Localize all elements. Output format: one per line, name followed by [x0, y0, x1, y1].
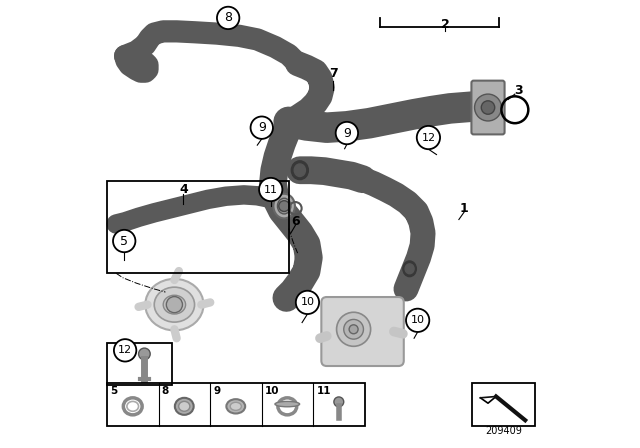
Bar: [108, 343, 172, 385]
Circle shape: [481, 101, 495, 114]
Bar: [108, 181, 289, 273]
Text: 12: 12: [113, 346, 129, 356]
Ellipse shape: [154, 287, 195, 322]
Ellipse shape: [227, 399, 245, 414]
Ellipse shape: [294, 164, 305, 177]
Ellipse shape: [278, 198, 291, 214]
Circle shape: [406, 309, 429, 332]
Text: 4: 4: [179, 183, 188, 197]
Circle shape: [279, 201, 289, 211]
Circle shape: [337, 312, 371, 346]
Circle shape: [217, 7, 239, 29]
Circle shape: [259, 178, 282, 201]
Ellipse shape: [230, 402, 241, 410]
Circle shape: [122, 52, 129, 60]
Text: 12: 12: [118, 345, 132, 355]
Ellipse shape: [145, 279, 204, 331]
Text: 9: 9: [343, 126, 351, 140]
Circle shape: [336, 122, 358, 144]
Ellipse shape: [405, 264, 414, 274]
Text: 9: 9: [258, 121, 266, 134]
Bar: [108, 383, 365, 426]
Ellipse shape: [291, 161, 308, 180]
Ellipse shape: [175, 398, 194, 415]
Text: 5: 5: [110, 386, 118, 396]
Circle shape: [417, 126, 440, 149]
Text: 7: 7: [329, 67, 338, 81]
Circle shape: [114, 339, 136, 362]
FancyBboxPatch shape: [472, 81, 504, 134]
Ellipse shape: [179, 401, 190, 411]
Text: 8: 8: [224, 11, 232, 25]
Circle shape: [166, 297, 182, 313]
Ellipse shape: [273, 194, 295, 218]
Circle shape: [251, 116, 273, 139]
Circle shape: [113, 230, 136, 252]
Text: 11: 11: [316, 386, 331, 396]
Circle shape: [475, 94, 502, 121]
Text: 5: 5: [120, 234, 128, 248]
Text: 1: 1: [460, 202, 468, 215]
Text: 6: 6: [291, 215, 300, 228]
Circle shape: [344, 319, 364, 339]
Ellipse shape: [275, 401, 300, 407]
Text: 8: 8: [162, 386, 169, 396]
Text: 2: 2: [441, 18, 450, 31]
Text: 10: 10: [265, 386, 280, 396]
Text: 10: 10: [300, 297, 314, 307]
Ellipse shape: [403, 261, 417, 276]
Circle shape: [334, 397, 344, 407]
Circle shape: [111, 219, 122, 229]
Text: 209409: 209409: [485, 426, 522, 436]
Text: 9: 9: [213, 386, 221, 396]
Circle shape: [139, 348, 150, 360]
Ellipse shape: [163, 295, 186, 314]
Text: 11: 11: [264, 185, 278, 194]
Circle shape: [296, 291, 319, 314]
Text: 10: 10: [411, 315, 425, 325]
Text: 3: 3: [514, 84, 522, 97]
FancyBboxPatch shape: [321, 297, 404, 366]
Circle shape: [349, 325, 358, 334]
Text: 12: 12: [421, 133, 435, 142]
Bar: [472, 383, 535, 426]
